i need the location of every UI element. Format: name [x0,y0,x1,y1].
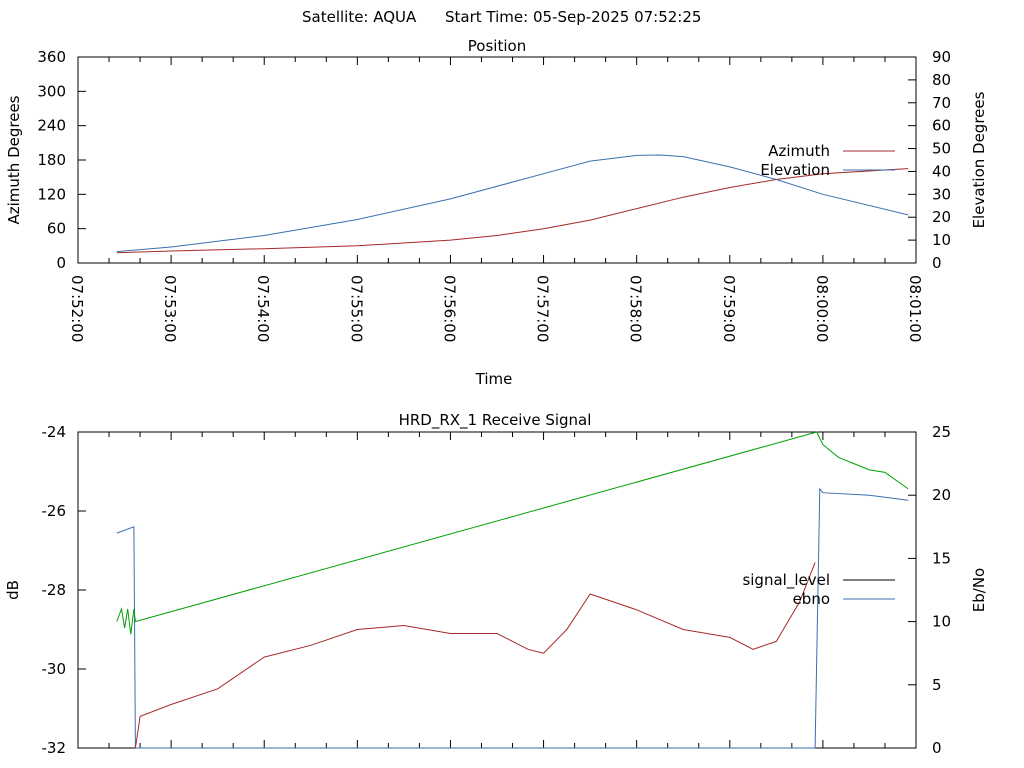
position-y2tick-label: 60 [932,117,951,135]
position-xtick-label: 07:58:00 [627,275,645,342]
position-y2tick-label: 90 [932,48,951,66]
signal-y2tick-label: 15 [932,549,951,567]
position-xtick-label: 08:00:00 [813,275,831,342]
position-xtick-label: 07:55:00 [347,275,365,342]
position-ytick-label: 360 [37,48,66,66]
position-chart-title: Position [468,37,526,55]
legend-label-azimuth: Azimuth [768,142,830,160]
legend-label-ebno: ebno [793,590,830,608]
position-ticks: 0 60 120 180 240 300 360 0 10 20 30 40 50 60 70 80 90 07:… [37,48,951,342]
position-chart: Position 0 60 120 180 240 300 360 0 10 20 30 40 50 60… [5,37,988,388]
position-xtick-label: 07:57:00 [534,275,552,342]
position-y2tick-label: 80 [932,71,951,89]
position-y2tick-label: 30 [932,185,951,203]
position-y2tick-label: 40 [932,162,951,180]
legend-label-elevation: Elevation [760,161,830,179]
signal-y-label: dB [4,580,22,600]
position-xtick-label: 07:53:00 [161,275,179,342]
signal-y2-label: Eb/No [970,568,988,612]
position-y2tick-label: 0 [932,254,942,272]
signal-ytick-label: -32 [42,739,67,757]
signal-y2tick-label: 10 [932,613,951,631]
position-ytick-label: 300 [37,82,66,100]
position-ytick-label: 180 [37,151,66,169]
signal-y2tick-label: 25 [932,423,951,441]
signal-plot-frame [77,431,917,749]
position-ytick-label: 240 [37,117,66,135]
signal-y2tick-label: 20 [932,486,951,504]
signal-ytick-label: -24 [42,423,67,441]
position-y2tick-label: 70 [932,94,951,112]
signal-series [116,431,909,749]
signal-y2tick-label: 5 [932,676,942,694]
signal-y2tick-label: 0 [932,739,942,757]
position-xtick-label: 08:01:00 [906,275,924,342]
position-series-Azimuth [116,168,909,254]
position-series-Elevation [116,154,909,253]
legend-label-signal-level: signal_level [742,571,830,590]
position-xtick-label: 07:59:00 [720,275,738,342]
position-y2tick-label: 10 [932,231,951,249]
signal-ytick-label: -28 [42,581,67,599]
position-xtick-label: 07:52:00 [68,275,86,342]
position-y2-label: Elevation Degrees [970,91,988,228]
signal-ytick-label: -30 [42,660,67,678]
position-y2tick-label: 50 [932,140,951,158]
signal-chart-title: HRD_RX_1 Receive Signal [399,411,592,430]
position-xtick-label: 07:56:00 [440,275,458,342]
signal-series-trace-2 [134,562,816,749]
position-series [116,154,909,254]
header-satellite: Satellite: AQUA [302,8,417,26]
position-y-label: Azimuth Degrees [5,95,23,224]
signal-chart: HRD_RX_1 Receive Signal -32 -30 -28 -26 -24 0… [4,411,988,757]
signal-series-ebno [116,487,909,749]
position-y2tick-label: 20 [932,208,951,226]
header-start-time: Start Time: 05-Sep-2025 07:52:25 [445,8,701,26]
position-x-label: Time [475,370,513,388]
signal-series-trace-3 [116,431,909,635]
signal-ytick-label: -26 [42,502,67,520]
position-xtick-label: 07:54:00 [254,275,272,342]
signal-ticks: -32 -30 -28 -26 -24 0 5 10 15 20 25 [42,423,952,757]
position-ytick-label: 120 [37,185,66,203]
position-ytick-label: 0 [56,254,66,272]
position-plot-frame [77,56,917,264]
position-ytick-label: 60 [47,220,66,238]
